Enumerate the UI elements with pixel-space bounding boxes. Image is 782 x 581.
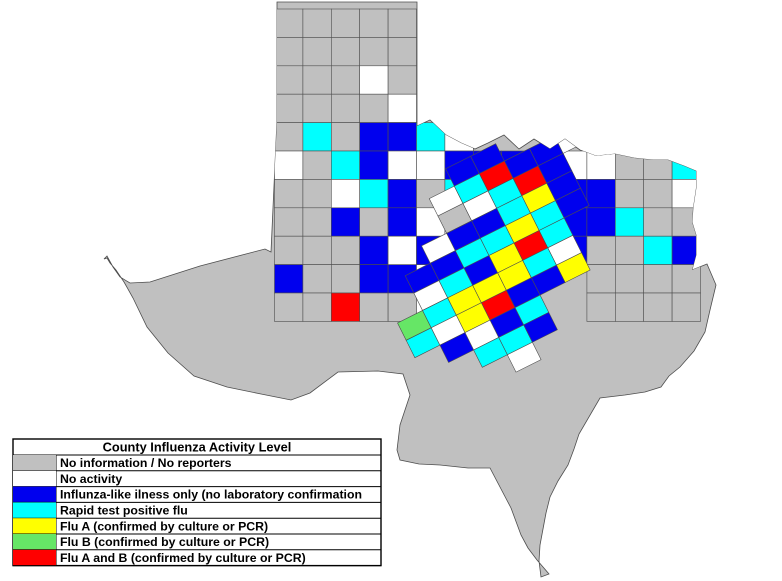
svg-text:Flu A and B (confirmed by cult: Flu A and B (confirmed by culture or PCR…: [60, 551, 306, 565]
svg-text:No information / No reporters: No information / No reporters: [60, 456, 232, 470]
svg-text:Flu A (confirmed by culture or: Flu A (confirmed by culture or PCR): [60, 519, 268, 533]
svg-text:Flu B (confirmed by culture or: Flu B (confirmed by culture or PCR): [60, 535, 269, 549]
svg-text:County Influenza Activity Leve: County Influenza Activity Level: [103, 439, 292, 454]
svg-text:No activity: No activity: [60, 472, 122, 486]
svg-text:Influnza-like ilness only (no: Influnza-like ilness only (no laboratory…: [60, 488, 362, 502]
svg-text:Rapid test positive flu: Rapid test positive flu: [60, 504, 188, 518]
